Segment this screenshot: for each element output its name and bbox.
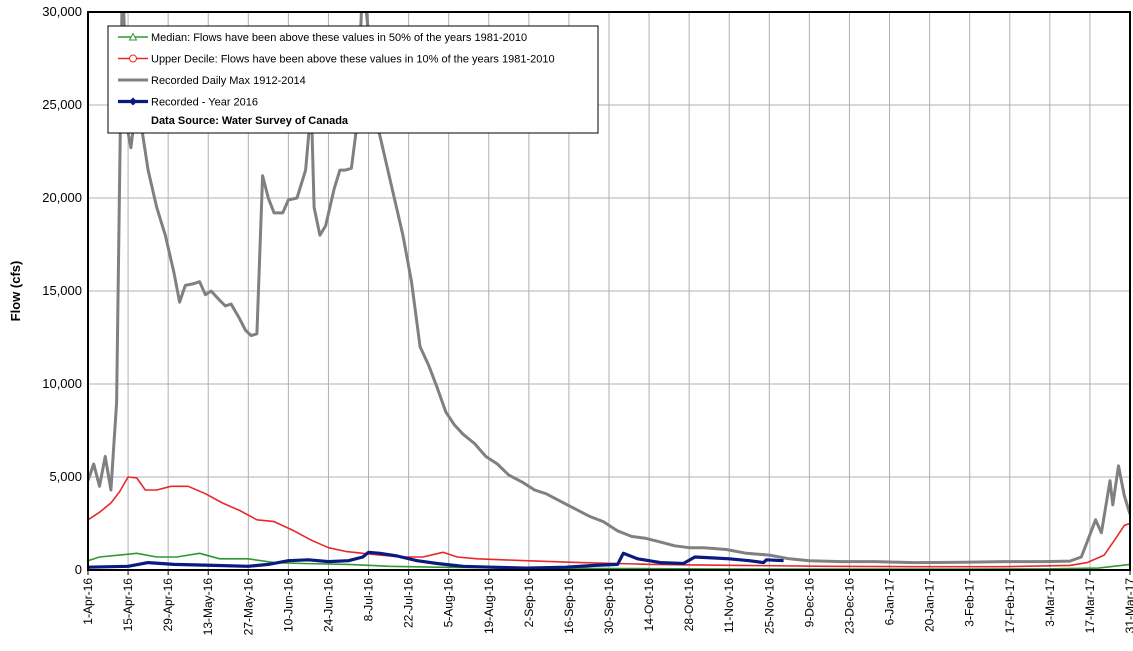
x-tick-label: 28-Oct-16: [682, 578, 696, 632]
legend-label: Recorded Daily Max 1912-2014: [151, 75, 306, 87]
x-tick-label: 30-Sep-16: [602, 578, 616, 634]
y-tick-label: 0: [75, 562, 82, 577]
data-source: Data Source: Water Survey of Canada: [151, 115, 349, 127]
x-tick-label: 15-Apr-16: [121, 578, 135, 632]
x-tick-label: 14-Oct-16: [642, 578, 656, 632]
y-tick-label: 20,000: [42, 190, 82, 205]
x-tick-label: 2-Sep-16: [522, 578, 536, 628]
x-tick-label: 20-Jan-17: [923, 578, 937, 632]
x-tick-label: 8-Jul-16: [362, 578, 376, 622]
x-tick-label: 23-Dec-16: [842, 578, 856, 634]
x-tick-label: 27-May-16: [241, 578, 255, 636]
legend-label: Median: Flows have been above these valu…: [151, 32, 527, 44]
x-tick-label: 24-Jun-16: [321, 578, 335, 632]
series-line: [88, 476, 1130, 568]
y-tick-label: 5,000: [49, 469, 82, 484]
x-tick-label: 29-Apr-16: [161, 578, 175, 632]
legend-label: Recorded - Year 2016: [151, 97, 258, 109]
x-tick-label: 25-Nov-16: [762, 578, 776, 634]
x-tick-label: 3-Mar-17: [1043, 578, 1057, 627]
legend-marker: [129, 54, 137, 63]
legend-box: [107, 25, 599, 134]
legend-label: Upper Decile: Flows have been above thes…: [151, 54, 555, 66]
x-tick-label: 1-Apr-16: [81, 578, 95, 625]
series-line: [88, 12, 1130, 565]
legend-marker: [128, 32, 138, 41]
x-tick-label: 11-Nov-16: [722, 578, 736, 633]
legend-marker: [129, 97, 137, 106]
y-tick-label: 15,000: [42, 283, 82, 298]
x-tick-label: 19-Aug-16: [482, 578, 496, 634]
y-tick-label: 25,000: [42, 97, 82, 112]
x-tick-label: 31-Mar-17: [1123, 578, 1133, 634]
x-tick-label: 6-Jan-17: [883, 578, 897, 626]
y-tick-label: 10,000: [42, 376, 82, 391]
x-tick-label: 22-Jul-16: [402, 578, 416, 628]
legend: Data Source: Water Survey of Canada Medi…: [107, 25, 599, 134]
x-tick-label: 3-Feb-17: [963, 578, 977, 627]
x-tick-label: 13-May-16: [201, 578, 215, 636]
series-line: [88, 550, 784, 570]
x-tick-label: 10-Jun-16: [281, 578, 295, 632]
x-tick-label: 5-Aug-16: [442, 578, 456, 628]
x-tick-label: 17-Mar-17: [1083, 578, 1097, 634]
y-tick-label: 30,000: [42, 4, 82, 19]
y-axis-label: Flow (cfs): [8, 261, 23, 322]
x-tick-label: 16-Sep-16: [562, 578, 576, 634]
x-tick-label: 9-Dec-16: [802, 578, 816, 628]
x-tick-label: 17-Feb-17: [1003, 578, 1017, 634]
